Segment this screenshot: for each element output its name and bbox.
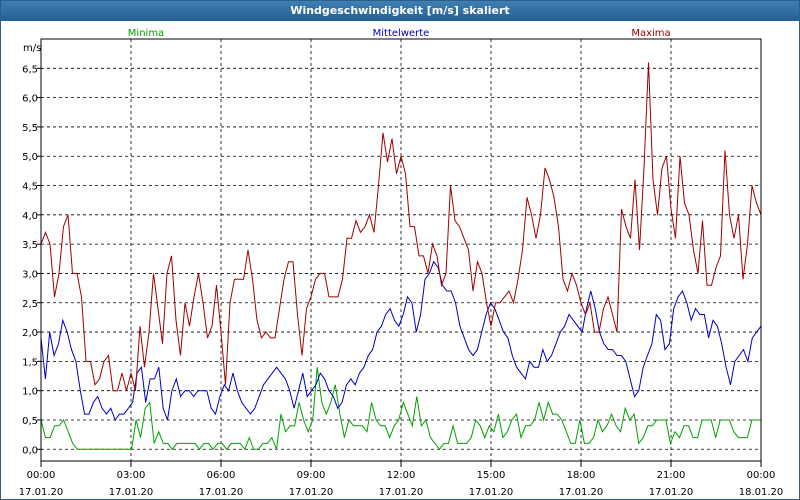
x-tick-time: 06:00: [207, 470, 236, 481]
x-tick-time: 18:00: [567, 470, 596, 481]
x-tick-time: 00:00: [747, 470, 776, 481]
series-lines: [40, 62, 762, 451]
y-tick-label: 6,0: [22, 94, 38, 105]
x-tick-time: 12:00: [387, 470, 416, 481]
legend-maxima: Maxima: [631, 28, 670, 39]
x-tick-time: 15:00: [477, 470, 506, 481]
y-tick-label: 5,5: [22, 123, 38, 134]
x-tick-time: 00:00: [27, 470, 56, 481]
axes: 0,0 0,5 1,0 1,5 2,0 2,5 3,0 3,5 4,0 4,5 5,0 5,5 6,0 6…: [19, 38, 784, 498]
series-line-maxima: [40, 62, 762, 392]
y-tick-label: 3,0: [22, 269, 38, 280]
x-tick-date: 17.01.20: [289, 487, 334, 498]
y-tick-label: 1,0: [22, 387, 38, 398]
x-tick-time: 21:00: [657, 470, 686, 481]
x-tick-date: 17.01.20: [199, 487, 244, 498]
series-line-minima: [40, 367, 761, 451]
x-tick-date: 17.01.20: [379, 487, 424, 498]
y-axis-label: m/s: [23, 43, 41, 54]
y-tick-label: 2,0: [22, 328, 38, 339]
x-tick-date: 18.01.20: [739, 487, 784, 498]
window-title: Windgeschwindigkeit [m/s] skaliert: [1, 1, 799, 21]
x-tick-time: 09:00: [297, 470, 326, 481]
y-tick-label: 4,5: [22, 182, 38, 193]
legend-mittelwerte: Mittelwerte: [373, 28, 430, 39]
plot-frame: [40, 38, 762, 462]
y-tick-label: 0,0: [22, 445, 38, 456]
y-tick-label: 3,5: [22, 240, 38, 251]
x-tick-date: 17.01.20: [19, 487, 64, 498]
x-tick-date: 17.01.20: [469, 487, 514, 498]
y-tick-label: 0,5: [22, 416, 38, 427]
y-tick-label: 1,5: [22, 357, 38, 368]
x-tick-date: 17.01.20: [559, 487, 604, 498]
y-tick-label: 5,0: [22, 152, 38, 163]
legend: Minima Mittelwerte Maxima: [128, 28, 671, 39]
x-tick-date: 17.01.20: [649, 487, 694, 498]
y-tick-label: 4,0: [22, 211, 38, 222]
x-tick-date: 17.01.20: [109, 487, 154, 498]
y-tick-label: 6,5: [22, 64, 38, 75]
series-line-mittelwerte: [40, 260, 762, 422]
wind-speed-chart: 0,0 0,5 1,0 1,5 2,0 2,5 3,0 3,5 4,0 4,5 5,0 5,5 6,0 6…: [19, 28, 784, 498]
y-tick-label: 2,5: [22, 299, 38, 310]
grid-lines: [40, 39, 762, 461]
x-tick-time: 03:00: [117, 470, 146, 481]
legend-minima: Minima: [128, 28, 164, 39]
